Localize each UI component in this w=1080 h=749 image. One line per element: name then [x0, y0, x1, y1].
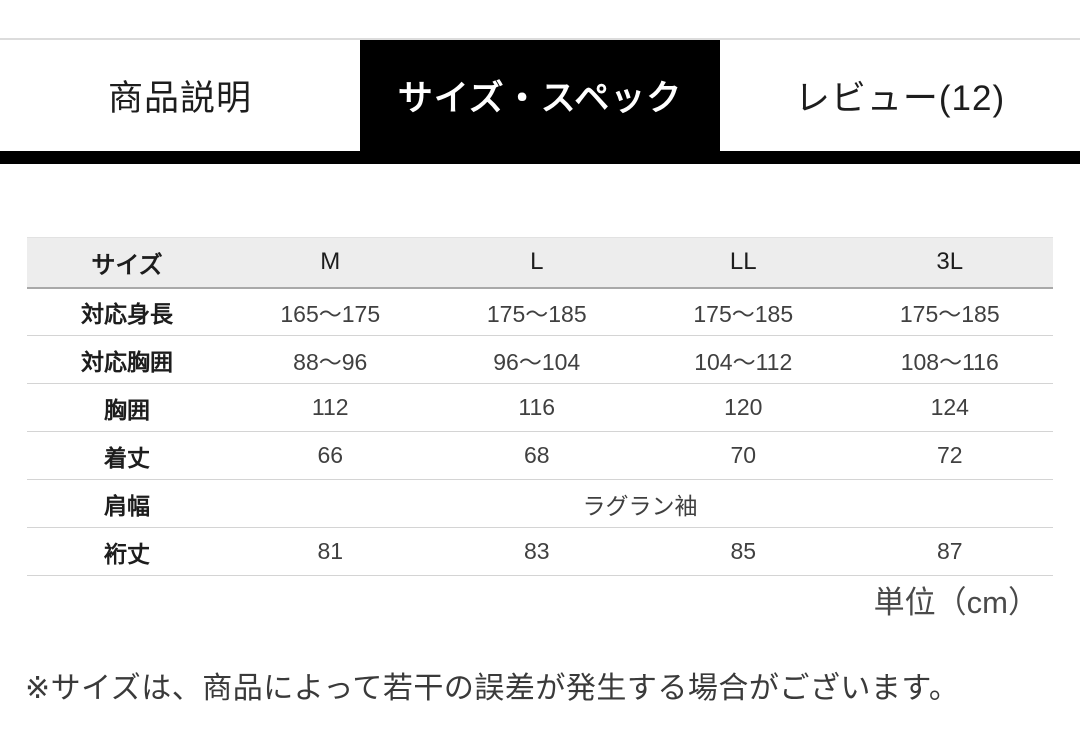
row-label: 裄丈	[104, 540, 150, 567]
table-row-body-length: 着丈 66 68 70 72	[27, 432, 1053, 480]
header-cell-l: L	[530, 248, 544, 276]
unit-label: 単位（cm）	[873, 585, 1039, 620]
cell-value: 85	[730, 538, 757, 564]
cell-value: 175〜185	[899, 300, 1000, 327]
cell-value: 68	[523, 442, 550, 468]
size-spec-table: サイズ M L LL 3L 対応身長 165〜175 175〜185 175〜1…	[27, 237, 1053, 576]
table-row-shoulder: 肩幅 ラグラン袖	[27, 480, 1053, 528]
cell-value: 108〜116	[900, 348, 999, 375]
header-cell-m: M	[320, 248, 341, 276]
row-label: 着丈	[104, 444, 150, 471]
cell-value: 124	[930, 394, 969, 420]
tab-bar-underline	[0, 151, 1080, 164]
cell-value: 83	[523, 538, 550, 564]
cell-value: 175〜185	[486, 300, 587, 327]
row-label: 対応身長	[81, 300, 173, 327]
cell-value-spanning: ラグラン袖	[582, 492, 698, 519]
cell-value: 120	[724, 394, 763, 420]
tab-reviews[interactable]: レビュー(12)	[720, 40, 1080, 151]
cell-value: 165〜175	[280, 300, 381, 327]
cell-value: 112	[311, 394, 349, 420]
tab-product-description[interactable]: 商品説明	[0, 40, 360, 151]
cell-value: 116	[518, 394, 556, 420]
table-header-row: サイズ M L LL 3L	[27, 237, 1053, 288]
table-row-chest-range: 対応胸囲 88〜96 96〜104 104〜112 108〜116	[27, 336, 1053, 384]
cell-value: 87	[936, 538, 963, 564]
size-tolerance-note: ※サイズは、商品によって若干の誤差が発生する場合がございます。	[25, 672, 960, 705]
row-label: 肩幅	[104, 492, 150, 519]
header-cell-3l: 3L	[936, 248, 964, 276]
cell-value: 70	[730, 442, 757, 468]
table-row-sleeve: 裄丈 81 83 85 87	[27, 528, 1053, 576]
cell-value: 104〜112	[694, 348, 793, 375]
header-cell-ll: LL	[729, 248, 757, 276]
product-tab-bar: 商品説明 サイズ・スペック レビュー(12)	[0, 38, 1080, 151]
cell-value: 66	[317, 442, 344, 468]
cell-value: 88〜96	[293, 348, 368, 375]
cell-value: 72	[936, 442, 963, 468]
row-label: 対応胸囲	[81, 348, 173, 375]
size-spec-panel: サイズ M L LL 3L 対応身長 165〜175 175〜185 175〜1…	[0, 237, 1080, 707]
table-row-height: 対応身長 165〜175 175〜185 175〜185 175〜185	[27, 288, 1053, 336]
header-cell-size: サイズ	[91, 251, 163, 279]
table-row-chest: 胸囲 112 116 120 124	[27, 384, 1053, 432]
row-label: 胸囲	[104, 396, 150, 423]
top-whitespace	[0, 0, 1080, 38]
cell-value: 81	[317, 538, 344, 564]
tab-size-spec[interactable]: サイズ・スペック	[360, 40, 720, 151]
cell-value: 96〜104	[493, 348, 581, 375]
cell-value: 175〜185	[693, 300, 794, 327]
